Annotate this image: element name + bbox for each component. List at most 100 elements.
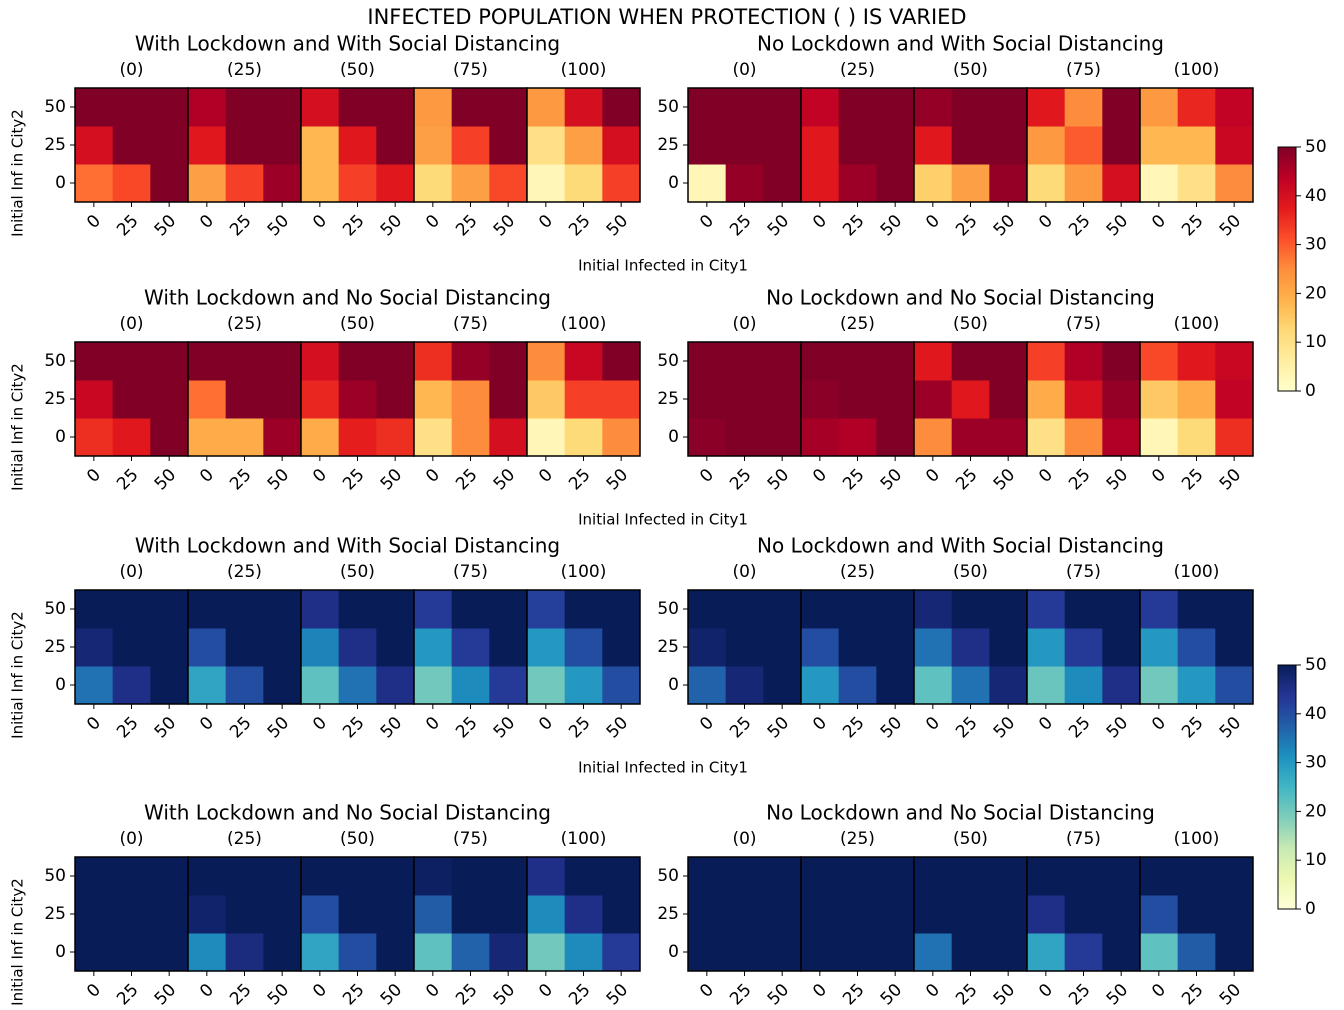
heat-cell — [763, 666, 802, 705]
subplot-title: (0) — [119, 60, 143, 80]
heat-cell — [801, 126, 840, 165]
y-tick-label: 25 — [44, 637, 66, 657]
heat-cell — [801, 628, 840, 667]
subplot-title: (50) — [953, 829, 988, 849]
heat-cell — [763, 590, 802, 629]
x-tick-label: 0 — [83, 465, 105, 487]
x-tick-label: 50 — [603, 465, 632, 494]
heat-cell — [1177, 933, 1216, 972]
subplot-title: (50) — [340, 562, 375, 582]
heat-cell — [1215, 895, 1254, 934]
heat-cell — [763, 88, 802, 127]
x-tick-label: 50 — [1103, 713, 1132, 742]
heat-cell — [150, 88, 189, 127]
y-tick-label: 50 — [44, 599, 66, 619]
heat-cell — [489, 666, 528, 705]
heat-cell — [1177, 380, 1216, 419]
y-tick-label: 25 — [44, 135, 66, 155]
heat-cell — [914, 666, 953, 705]
heat-cell — [602, 126, 641, 165]
subplot-title: (75) — [1066, 829, 1101, 849]
heat-cell — [301, 88, 340, 127]
heat-cell — [338, 380, 377, 419]
heat-cell — [263, 895, 302, 934]
heat-cell — [338, 857, 377, 896]
heat-cell — [1027, 857, 1066, 896]
y-tick-label: 50 — [657, 866, 679, 886]
heat-cell — [1177, 88, 1216, 127]
heat-cell — [376, 628, 415, 667]
heat-cell — [564, 666, 603, 705]
heat-cell — [602, 628, 641, 667]
heat-cell — [188, 933, 227, 972]
heat-cell — [914, 590, 953, 629]
y-tick-label: 0 — [668, 942, 679, 962]
y-tick-label: 0 — [55, 427, 66, 447]
y-axis-label: Initial Inf in City2 — [9, 109, 27, 237]
heat-cell — [602, 88, 641, 127]
heat-cell — [688, 666, 727, 705]
heat-cell — [914, 857, 953, 896]
x-tick-label: 25 — [226, 211, 255, 240]
x-tick-label: 50 — [764, 713, 793, 742]
heat-cell — [376, 933, 415, 972]
colorbar-tick-label: 30 — [1305, 753, 1327, 773]
heat-cell — [150, 857, 189, 896]
heat-cell — [1102, 666, 1141, 705]
heat-cell — [725, 342, 764, 381]
x-tick-label: 25 — [452, 465, 481, 494]
x-tick-label: 25 — [113, 713, 142, 742]
subplot-title: (100) — [561, 829, 607, 849]
x-tick-label: 50 — [990, 980, 1019, 1009]
x-tick-label: 25 — [839, 980, 868, 1009]
heat-cell — [1177, 628, 1216, 667]
heat-cell — [150, 590, 189, 629]
heat-cell — [414, 590, 453, 629]
heat-cell — [725, 895, 764, 934]
heat-cell — [838, 88, 877, 127]
heat-cell — [951, 380, 990, 419]
heat-cell — [489, 895, 528, 934]
heat-cell — [688, 126, 727, 165]
heat-cell — [1102, 418, 1141, 457]
heat-cell — [763, 380, 802, 419]
heat-cell — [225, 342, 264, 381]
x-tick-label: 50 — [990, 465, 1019, 494]
x-tick-label: 50 — [264, 980, 293, 1009]
heat-cell — [225, 418, 264, 457]
heat-cell — [225, 164, 264, 203]
x-tick-label: 50 — [151, 211, 180, 240]
x-tick-label: 25 — [1065, 980, 1094, 1009]
y-axis-label: Initial Inf in City2 — [9, 878, 27, 1006]
x-tick-label: 50 — [377, 211, 406, 240]
heat-cell — [914, 380, 953, 419]
heat-cell — [527, 342, 566, 381]
heat-cell — [1215, 933, 1254, 972]
x-tick-label: 50 — [490, 211, 519, 240]
heat-cell — [263, 380, 302, 419]
heat-cell — [75, 88, 114, 127]
heat-cell — [914, 126, 953, 165]
heat-cell — [112, 88, 151, 127]
heat-cell — [376, 590, 415, 629]
heat-cell — [876, 380, 915, 419]
heat-cell — [112, 666, 151, 705]
heat-cell — [376, 857, 415, 896]
heat-cell — [75, 126, 114, 165]
x-tick-label: 0 — [1148, 211, 1170, 233]
heat-cell — [763, 628, 802, 667]
heat-cell — [1140, 164, 1179, 203]
heat-cell — [414, 895, 453, 934]
y-tick-label: 0 — [55, 942, 66, 962]
heat-cell — [1027, 418, 1066, 457]
heat-cell — [1027, 666, 1066, 705]
heat-cell — [451, 88, 490, 127]
heat-cell — [263, 666, 302, 705]
heat-cell — [951, 933, 990, 972]
x-tick-label: 25 — [226, 980, 255, 1009]
x-tick-label: 25 — [839, 465, 868, 494]
x-tick-label: 25 — [113, 465, 142, 494]
subplot-title: (25) — [227, 60, 262, 80]
y-tick-label: 50 — [657, 351, 679, 371]
